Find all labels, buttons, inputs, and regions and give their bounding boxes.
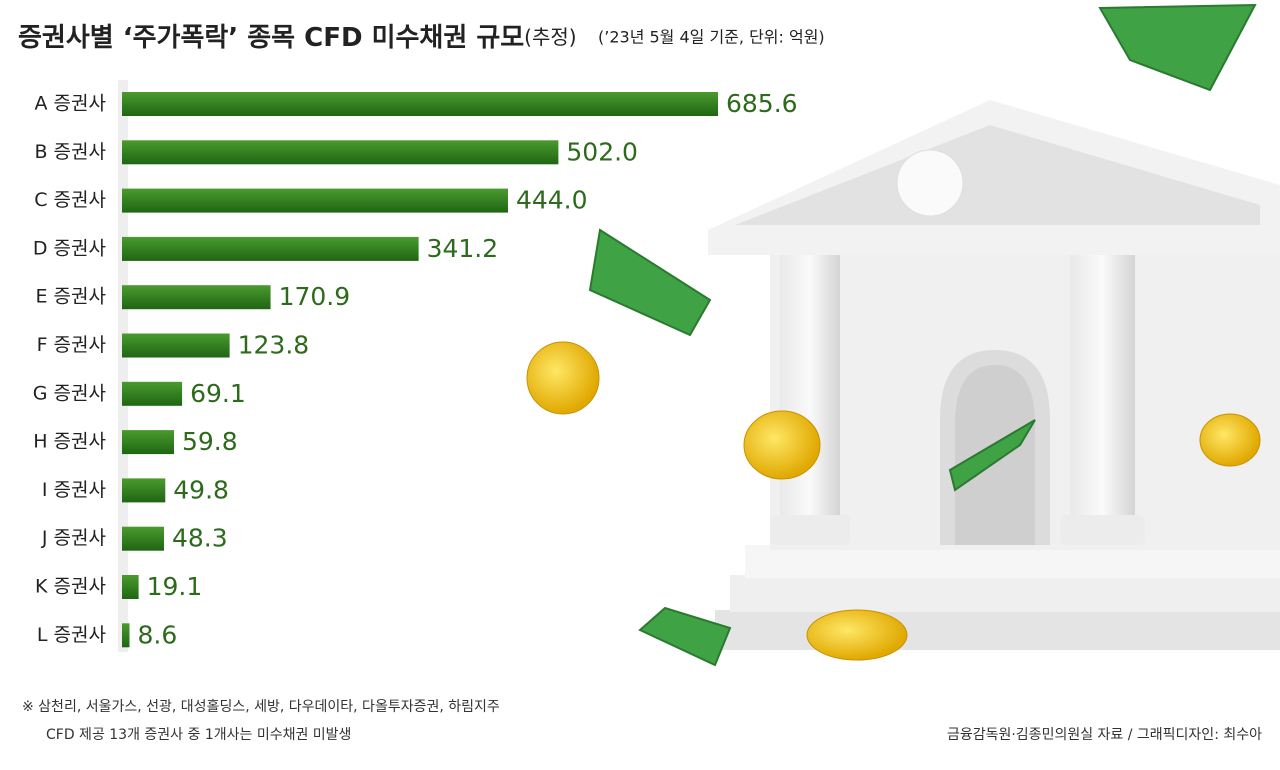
category-label: F 증권사: [37, 334, 106, 356]
footnote: CFD 제공 13개 증권사 중 1개사는 미수채권 미발생: [46, 727, 351, 743]
bank-illustration: [526, 3, 1280, 667]
bar: [122, 188, 508, 213]
value-label: 19.1: [147, 572, 203, 601]
chart-title: 증권사별 ‘주가폭락’ 종목 CFD 미수채권 규모(추정): [18, 23, 577, 53]
bar: [122, 526, 164, 551]
category-label: I 증권사: [42, 479, 106, 501]
value-label: 170.9: [279, 282, 351, 311]
bar: [122, 575, 139, 599]
category-label: E 증권사: [36, 286, 107, 308]
bar: [122, 285, 271, 310]
bar: [122, 381, 183, 406]
title-note: (추정): [524, 25, 576, 49]
bar: [122, 236, 419, 261]
value-label: 69.1: [190, 379, 246, 408]
bar: [122, 333, 230, 358]
value-label: 8.6: [137, 620, 177, 649]
category-label: D 증권사: [33, 237, 106, 259]
category-label: G 증권사: [33, 382, 106, 404]
value-label: 49.8: [173, 475, 229, 504]
title-main: 증권사별 ‘주가폭락’ 종목 CFD 미수채권 규모: [18, 23, 524, 53]
bar: [122, 92, 718, 116]
chart-subtitle: (’23년 5월 4일 기준, 단위: 억원): [598, 28, 825, 47]
bar: [122, 140, 559, 165]
category-label: H 증권사: [33, 431, 106, 453]
value-label: 59.8: [182, 427, 238, 456]
axis-band: [118, 80, 128, 652]
bar: [122, 478, 166, 503]
category-label: L 증권사: [37, 624, 106, 646]
footnote: ※ 삼천리, 서울가스, 선광, 대성홀딩스, 세방, 다우데이타, 다올투자증…: [22, 699, 500, 715]
category-label: J 증권사: [41, 527, 106, 549]
value-label: 123.8: [238, 331, 310, 360]
value-label: 341.2: [427, 234, 499, 263]
source: 금융감독원·김종민의원실 자료 / 그래픽디자인: 최수아: [947, 727, 1262, 743]
value-label: 48.3: [172, 524, 228, 553]
category-label: C 증권사: [34, 189, 106, 211]
category-label: A 증권사: [35, 93, 106, 115]
bar: [122, 430, 174, 455]
value-label: 444.0: [516, 186, 588, 215]
category-label: K 증권사: [35, 576, 106, 598]
category-label: B 증권사: [34, 141, 106, 163]
value-label: 685.6: [726, 89, 798, 118]
bar: [122, 623, 130, 648]
value-label: 502.0: [566, 137, 638, 166]
